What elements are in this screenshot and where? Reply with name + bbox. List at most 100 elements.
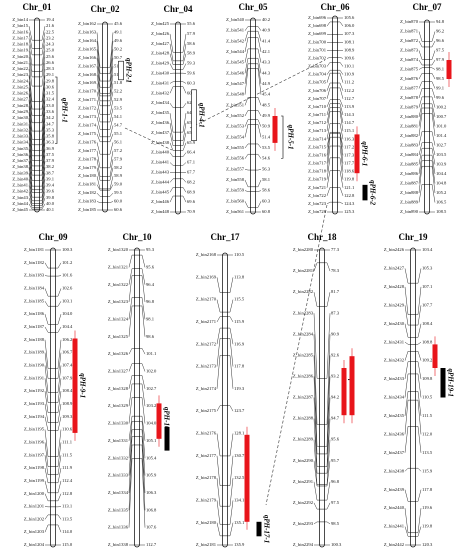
marker-name: Z_bin167 xyxy=(78,63,97,68)
marker-position: 57.9 xyxy=(187,31,196,36)
marker-name: Z_bin2429 xyxy=(384,302,405,307)
marker-connector xyxy=(55,468,62,483)
marker-connector xyxy=(415,373,422,398)
marker-connector xyxy=(216,455,223,486)
marker-position: 104.4 xyxy=(62,324,73,329)
marker-connector xyxy=(244,37,251,53)
marker-position: 40.9 xyxy=(262,28,271,33)
marker-name: Z_bin36 xyxy=(12,152,28,157)
marker-name: Z_bin2441 xyxy=(384,524,405,529)
marker-name: Z_bin1202 xyxy=(24,516,45,521)
marker-connector xyxy=(255,190,262,192)
marker-connector xyxy=(107,40,114,74)
marker-name: Z_bin2179 xyxy=(196,497,217,502)
marker-connector xyxy=(44,326,51,333)
marker-connector xyxy=(139,444,146,511)
marker-position: 102.7 xyxy=(146,386,157,391)
marker-name: Z_bin164 xyxy=(78,38,97,43)
marker-name: Z_bin2431 xyxy=(384,339,405,344)
marker-name: Z_bin1204 xyxy=(24,542,45,547)
marker-connector xyxy=(326,21,333,27)
marker-name: Z_bin37 xyxy=(12,158,28,163)
chromosome: Chr_17 Z_bin2168 110.5 Z_bin2169 113.8 Z_bin2… xyxy=(196,232,270,548)
marker-name: Z_bin875 xyxy=(400,67,419,72)
marker-connector xyxy=(404,351,411,361)
marker-connector xyxy=(28,44,35,66)
marker-name: Z_bin15 xyxy=(12,23,28,28)
marker-connector xyxy=(326,123,333,140)
marker-connector xyxy=(44,455,51,475)
marker-position: 44.9 xyxy=(262,81,271,86)
marker-name: Z_bin879 xyxy=(400,105,419,110)
marker-position: 54.1 xyxy=(114,114,123,119)
marker-name: Z_bin2170 xyxy=(196,297,217,302)
marker-connector xyxy=(55,314,62,325)
marker-position: 95.6 xyxy=(331,437,340,442)
marker-position: 69.6 xyxy=(187,199,196,204)
marker-connector xyxy=(244,119,251,127)
marker-position: 103.4 xyxy=(422,247,433,252)
marker-name: Z_bin16 xyxy=(12,29,28,34)
marker-position: 94.8 xyxy=(436,19,445,24)
marker-connector xyxy=(326,62,333,67)
marker-position: 101.0 xyxy=(436,124,447,129)
marker-position: 108.8 xyxy=(422,339,433,344)
marker-connector xyxy=(96,116,103,130)
marker-name: Z_bin1184 xyxy=(24,286,45,291)
marker-connector xyxy=(180,178,187,183)
marker-connector xyxy=(96,167,103,181)
marker-connector xyxy=(107,159,114,177)
marker-connector xyxy=(337,133,344,156)
marker-position: 100.2 xyxy=(436,105,447,110)
marker-position: 112.7 xyxy=(344,96,355,101)
marker-connector xyxy=(429,184,436,203)
marker-position: 60.8 xyxy=(262,209,271,214)
marker-position: 125.3 xyxy=(344,209,355,214)
marker-name: Z_bin1338 xyxy=(108,542,129,547)
marker-connector xyxy=(244,58,251,74)
marker-name: Z_bin444 xyxy=(151,179,170,184)
marker-name: Z_bin182 xyxy=(78,190,97,195)
qtl-label: qPH-19-1 xyxy=(446,369,454,397)
marker-connector xyxy=(55,442,62,467)
marker-position: 113.1 xyxy=(62,504,73,509)
marker-connector xyxy=(429,107,436,127)
marker-name: Z_bin881 xyxy=(400,124,419,129)
marker-connector xyxy=(39,56,46,78)
marker-connector xyxy=(244,179,251,188)
marker-connector xyxy=(96,176,103,190)
marker-position: 43.3 xyxy=(262,60,271,65)
marker-connector xyxy=(326,33,333,35)
marker-connector xyxy=(244,63,251,85)
marker-connector xyxy=(324,418,331,474)
marker-name: Z_bin1195 xyxy=(24,427,45,432)
marker-connector xyxy=(313,355,320,447)
marker-connector xyxy=(180,132,187,146)
marker-name: Z_bin23 xyxy=(12,72,28,77)
marker-connector xyxy=(326,69,333,75)
marker-position: 115.5 xyxy=(234,297,245,302)
marker-position: 102.6 xyxy=(62,286,73,291)
marker-name: Z_bin1320 xyxy=(108,247,129,252)
marker-position: 56.1 xyxy=(114,139,123,144)
marker-connector xyxy=(28,179,35,202)
marker-connector xyxy=(55,524,62,533)
marker-connector xyxy=(418,67,425,70)
marker-connector xyxy=(404,426,411,453)
marker-name: Z_bin1323 xyxy=(108,299,129,304)
marker-connector xyxy=(169,33,176,53)
marker-position: 58.9 xyxy=(187,51,196,56)
marker-name: Z_bin711 xyxy=(308,112,326,117)
marker-position: 132.5 xyxy=(234,475,245,480)
marker-connector xyxy=(44,352,51,379)
marker-name: Z_bin558 xyxy=(226,177,245,182)
marker-connector xyxy=(326,145,333,172)
marker-connector xyxy=(404,526,411,537)
marker-name: Z_bin169 xyxy=(78,80,97,85)
marker-name: Z_bin1321 xyxy=(108,264,129,269)
marker-name: Z_bin554 xyxy=(226,134,245,139)
marker-name: Z_bin1182 xyxy=(24,260,45,265)
marker-connector xyxy=(55,378,62,403)
marker-position: 25.6 xyxy=(46,54,55,59)
marker-connector xyxy=(128,297,135,320)
